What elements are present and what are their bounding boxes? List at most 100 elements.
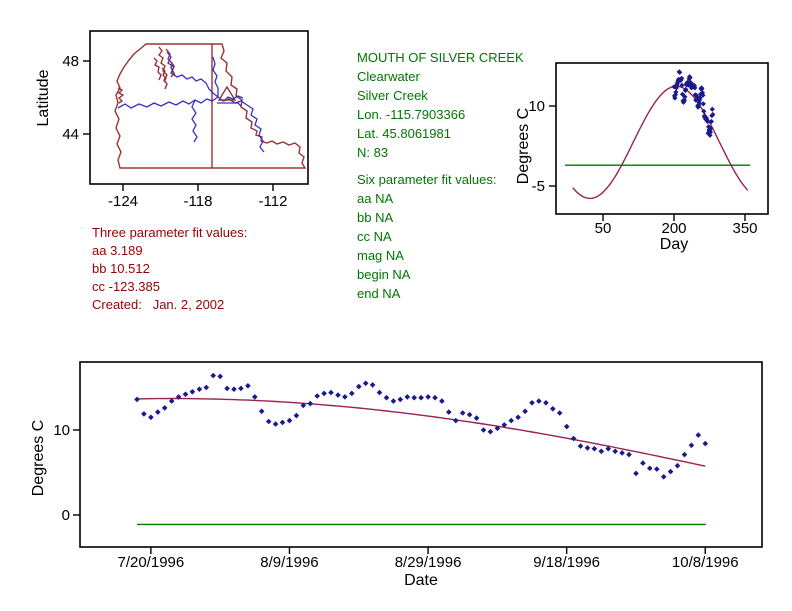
y-tick-label: 10 — [528, 98, 545, 115]
data-point — [706, 124, 712, 130]
river — [117, 96, 219, 109]
data-point — [522, 408, 528, 415]
data-point — [700, 101, 706, 107]
data-point — [701, 108, 707, 114]
puget-sound-coast — [153, 57, 162, 81]
data-point — [446, 409, 452, 415]
data-point — [708, 125, 714, 131]
x-tick-label: 7/20/1996 — [117, 554, 184, 571]
river — [223, 95, 244, 102]
y-tick-label: -5 — [532, 178, 545, 195]
data-point — [654, 466, 660, 472]
data-point — [453, 417, 459, 424]
data-point — [487, 428, 494, 435]
data-point — [598, 448, 605, 455]
data-point — [682, 94, 688, 100]
data-point — [591, 445, 598, 452]
data-point — [660, 474, 667, 480]
data-point — [356, 383, 362, 390]
data-point — [286, 417, 293, 424]
data-point — [252, 394, 258, 400]
puget-sound-coast — [158, 46, 168, 90]
data-point — [709, 106, 715, 112]
x-tick-label: -118 — [184, 193, 213, 210]
data-point — [677, 69, 683, 75]
data-point — [342, 394, 348, 400]
data-point — [688, 79, 694, 86]
data-point — [688, 442, 695, 449]
data-point — [501, 422, 508, 428]
river — [191, 99, 198, 143]
state-outline — [114, 43, 307, 169]
data-point — [155, 409, 161, 415]
puget-sound-coast — [161, 67, 167, 83]
data-point — [397, 396, 404, 403]
data-point — [696, 102, 702, 108]
three-parameter-fit-block: Three parameter fit values: aa 3.189 bb 10… — [92, 224, 247, 314]
data-point — [258, 408, 265, 415]
data-point — [459, 410, 466, 416]
annotation-line: cc -123.385 — [92, 279, 160, 294]
date-plot-content — [134, 372, 709, 526]
data-point — [473, 415, 480, 421]
annotation-line: N: 83 — [357, 145, 389, 160]
annotation-line: bb 10.512 — [92, 261, 150, 276]
data-point — [203, 384, 210, 391]
annotation-line: aa NA — [357, 191, 394, 206]
coastal-inlet — [117, 87, 125, 104]
data-point — [679, 75, 685, 81]
data-point — [633, 470, 639, 477]
data-point — [681, 451, 688, 458]
data-point — [432, 394, 438, 401]
data-point — [418, 394, 424, 401]
annotation-line: Six parameter fit values: — [357, 172, 497, 187]
seasonal-fit-curve — [572, 85, 749, 200]
day-plot-axes: 50 200 350 10 -5 — [528, 98, 757, 237]
day-plot-frame — [555, 62, 769, 215]
annotation-line: Lat. 45.8061981 — [357, 126, 451, 141]
time-series-plot: 7/20/1996 8/9/1996 8/29/1996 9/18/1996 10/8/… — [30, 361, 763, 589]
data-point — [674, 462, 681, 469]
data-point — [245, 383, 251, 389]
data-point — [647, 465, 653, 472]
seasonal-fit-curve — [136, 397, 706, 467]
data-point — [707, 129, 713, 135]
data-point — [300, 402, 307, 409]
data-point — [383, 394, 390, 401]
annotation-line: aa 3.189 — [92, 243, 143, 258]
data-point — [640, 460, 646, 466]
data-point — [439, 398, 445, 404]
data-point — [369, 382, 376, 388]
river — [217, 102, 242, 107]
annotation-line: Clearwater — [357, 69, 420, 84]
annotation-line: Lon. -115.7903366 — [357, 107, 466, 122]
data-point — [584, 445, 591, 451]
data-point — [168, 398, 175, 404]
y-tick-label: 48 — [62, 53, 79, 70]
data-point — [515, 414, 521, 421]
data-point — [710, 111, 716, 118]
data-point — [619, 450, 625, 456]
data-point — [695, 104, 701, 110]
data-point — [529, 400, 535, 406]
data-point — [673, 89, 679, 95]
annotation-line: cc NA — [357, 229, 392, 244]
x-tick-label: -124 — [108, 193, 138, 210]
data-point — [705, 130, 711, 136]
data-point — [694, 95, 700, 102]
data-point — [570, 435, 577, 442]
data-point — [279, 419, 286, 426]
data-point — [321, 390, 327, 397]
data-point — [141, 411, 147, 417]
river — [212, 56, 219, 97]
data-point — [134, 396, 140, 403]
data-point — [700, 92, 706, 98]
site-marker-triangle — [217, 85, 237, 101]
data-point — [224, 385, 230, 392]
data-point — [328, 389, 334, 396]
annotation-line: end NA — [357, 286, 401, 301]
x-tick-label: 8/29/1996 — [395, 554, 462, 571]
data-point — [480, 427, 487, 433]
